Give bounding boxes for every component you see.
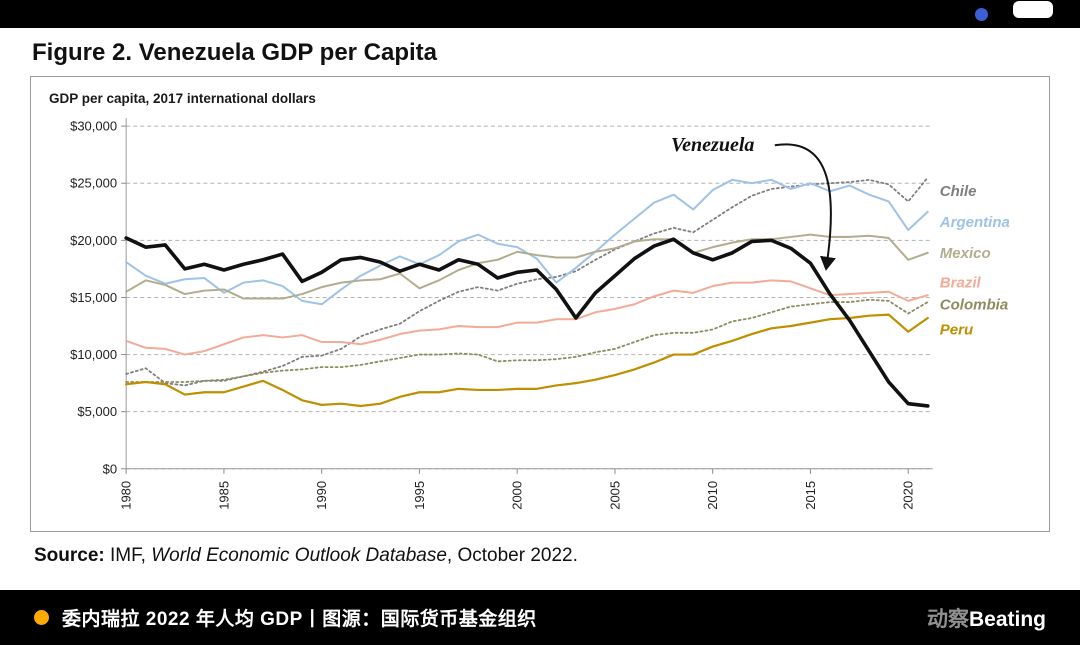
venezuela-annotation: Venezuela [671,134,754,156]
y-axis-label: $30,000 [70,119,117,134]
series-line-venezuela [124,236,930,408]
chart-subtitle: GDP per capita, 2017 international dolla… [49,91,316,106]
source-prefix: Source: [34,545,105,566]
series-line-chile [125,176,929,387]
bullet-icon [34,610,49,625]
series-line-colombia [125,298,929,383]
main-content: Figure 2. Venezuela GDP per Capita GDP p… [0,39,1080,567]
y-axis-label: $10,000 [70,347,117,362]
x-axis-label: 1995 [412,481,427,510]
accent-dot-icon [975,8,988,21]
gdp-line-chart: $0 $5,000 $10,000 $15,000 $20,000 $25,000 $30,… [70,118,1010,510]
footer-bar: 委内瑞拉 2022 年人均 GDP丨图源：国际货币基金组织 动察Beating [0,590,1080,645]
chart-figure: GDP per capita, 2017 international dolla… [30,76,1050,532]
series-line-argentina [125,178,929,306]
brand-gray-part: 动察 [926,607,969,631]
series-line-brazil [125,279,929,356]
y-axis-label: $25,000 [70,176,117,191]
x-axis-label: 1985 [216,481,231,510]
series-line-mexico [125,233,929,300]
y-axis-label: $15,000 [70,290,117,305]
x-axis-label: 2010 [705,481,720,510]
x-axis-label: 2015 [803,481,818,510]
window-pill[interactable] [1013,1,1053,18]
y-axis-label: $0 [103,461,117,476]
x-axis-label: 2000 [510,481,525,510]
source-suffix: , October 2022. [446,545,578,566]
x-axis-label: 2005 [607,481,622,510]
x-axis-label: 1980 [119,481,134,510]
source-mid: IMF, [104,545,152,566]
page-title: Figure 2. Venezuela GDP per Capita [32,39,438,66]
source-database-name: World Economic Outlook Database [151,545,447,566]
series-label-chile: Chile [940,183,977,200]
series-label-mexico: Mexico [940,245,991,262]
x-axis-label: 2020 [901,481,916,510]
top-bar [0,0,1080,28]
series-line-peru [125,313,929,408]
series-label-brazil: Brazil [940,275,982,292]
annotation-arrow [774,143,836,271]
y-axis-label: $5,000 [77,404,117,419]
brand-white-part: Beating [968,607,1046,631]
source-line: Source: IMF, World Economic Outlook Data… [34,545,1050,567]
x-axis-label: 1990 [314,481,329,510]
series-label-peru: Peru [940,321,973,338]
series-label-colombia: Colombia [940,296,1008,313]
series-label-argentina: Argentina [939,214,1010,231]
brand-logo: 动察Beating [927,603,1046,633]
y-axis-label: $20,000 [70,233,117,248]
footer-caption: 委内瑞拉 2022 年人均 GDP丨图源：国际货币基金组织 [62,609,537,630]
